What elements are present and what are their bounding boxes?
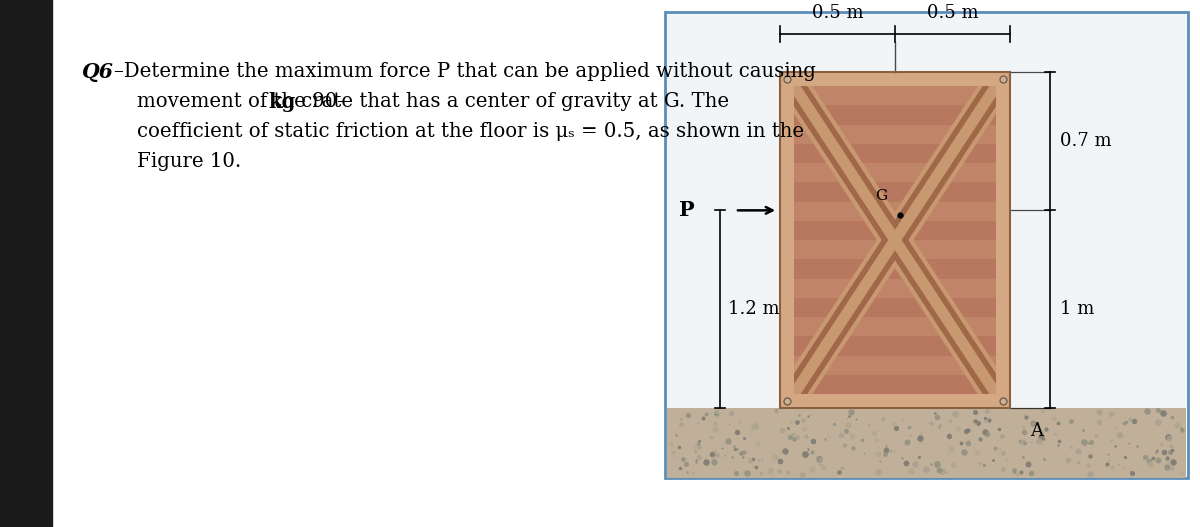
Bar [794, 221, 996, 240]
Bar [794, 336, 996, 356]
Bar [794, 298, 996, 317]
Bar [780, 72, 1010, 86]
Text: 0.7 m: 0.7 m [1060, 132, 1111, 150]
Bar [996, 72, 1010, 408]
Bar [794, 317, 996, 336]
Bar [665, 12, 1188, 478]
Bar [0, 0, 52, 527]
Bar [794, 163, 996, 182]
Text: Figure 10.: Figure 10. [137, 152, 241, 171]
Bar [780, 72, 1010, 408]
Text: crate that has a center of gravity at G. The: crate that has a center of gravity at G.… [295, 92, 730, 111]
Bar [667, 408, 1186, 478]
Text: coefficient of static friction at the floor is μₛ = 0.5, as shown in the: coefficient of static friction at the fl… [137, 122, 804, 141]
Bar [780, 72, 1010, 408]
Bar [794, 259, 996, 278]
Text: –Determine the maximum force P that can be applied without causing: –Determine the maximum force P that can … [114, 62, 816, 81]
Bar [794, 240, 996, 259]
Bar [794, 124, 996, 144]
Bar [780, 72, 794, 408]
Text: A: A [1030, 422, 1043, 440]
Bar [794, 144, 996, 163]
Bar [794, 182, 996, 201]
Bar [794, 375, 996, 394]
Text: G: G [875, 189, 888, 203]
Bar [794, 356, 996, 375]
Text: Q6: Q6 [82, 62, 114, 82]
Bar [794, 278, 996, 298]
Bar [780, 394, 1010, 408]
Text: 0.5 m: 0.5 m [811, 4, 863, 22]
Text: 0.5 m: 0.5 m [926, 4, 978, 22]
Text: kg: kg [268, 92, 295, 112]
Text: movement of the 90-: movement of the 90- [137, 92, 344, 111]
Text: 1.2 m: 1.2 m [728, 300, 780, 318]
Text: P: P [679, 200, 695, 220]
Bar [794, 105, 996, 124]
Bar [794, 201, 996, 221]
Bar [794, 86, 996, 105]
Text: 1 m: 1 m [1060, 300, 1094, 318]
